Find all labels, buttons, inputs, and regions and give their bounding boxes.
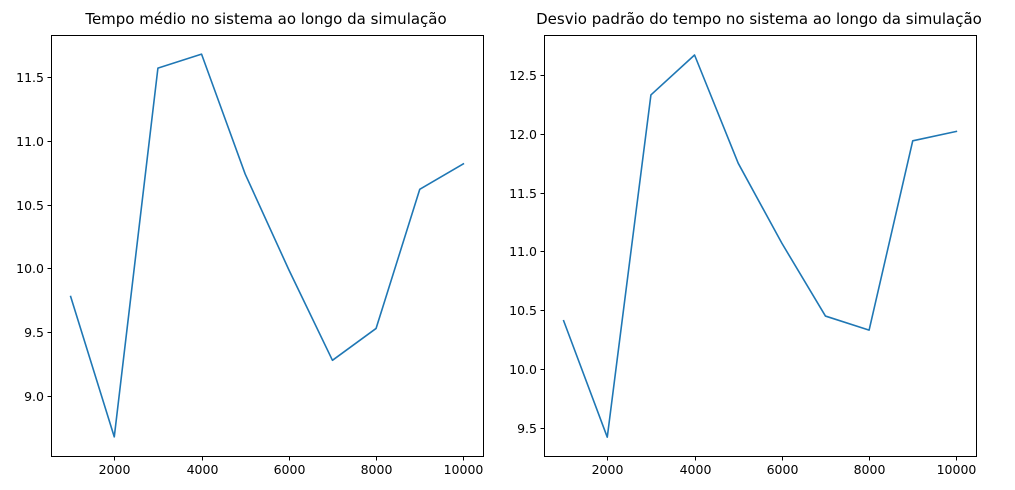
chart-1-x-tick-label: 6000 [274, 462, 306, 477]
chart-1-y-tick-label: 11.5 [16, 70, 44, 85]
chart-2-x-tick-label: 6000 [767, 462, 799, 477]
chart-1-y-tick-label: 11.0 [16, 134, 44, 149]
chart-1-x-tick-label: 2000 [99, 462, 131, 477]
chart-2-x-tick-label: 8000 [854, 462, 886, 477]
chart-2-y-tick-label: 11.5 [509, 186, 537, 201]
chart-2-y-tick-label: 9.5 [517, 421, 537, 436]
chart-1-series-line [69, 53, 465, 438]
chart-2-y-tick-label: 12.0 [509, 127, 537, 142]
chart-1-x-tick-label: 8000 [361, 462, 393, 477]
chart-1-y-tick-label: 10.0 [16, 261, 44, 276]
chart-1-y-tick-label: 9.5 [24, 325, 44, 340]
chart-1-y-tick-label: 10.5 [16, 198, 44, 213]
chart-2-x-tick-label: 2000 [592, 462, 624, 477]
chart-2: Desvio padrão do tempo no sistema ao lon… [509, 10, 982, 477]
chart-2-title: Desvio padrão do tempo no sistema ao lon… [536, 10, 982, 28]
chart-1-plot-frame [51, 35, 484, 457]
chart-2-y-tick-label: 10.5 [509, 303, 537, 318]
chart-2-plot-frame [544, 35, 977, 457]
chart-2-y-tick-label: 10.0 [509, 362, 537, 377]
chart-1-y-tick-label: 9.0 [24, 389, 44, 404]
chart-2-x-tick-label: 4000 [680, 462, 712, 477]
chart-1-x-tick-label: 4000 [187, 462, 219, 477]
chart-2-y-tick-label: 11.0 [509, 244, 537, 259]
chart-1-title: Tempo médio no sistema ao longo da simul… [84, 10, 446, 28]
chart-2-x-tick-label: 10000 [937, 462, 977, 477]
chart-1-x-tick-label: 10000 [444, 462, 484, 477]
chart-1: Tempo médio no sistema ao longo da simul… [16, 10, 484, 477]
chart-2-y-tick-label: 12.5 [509, 68, 537, 83]
chart-2-series-line [562, 54, 958, 438]
